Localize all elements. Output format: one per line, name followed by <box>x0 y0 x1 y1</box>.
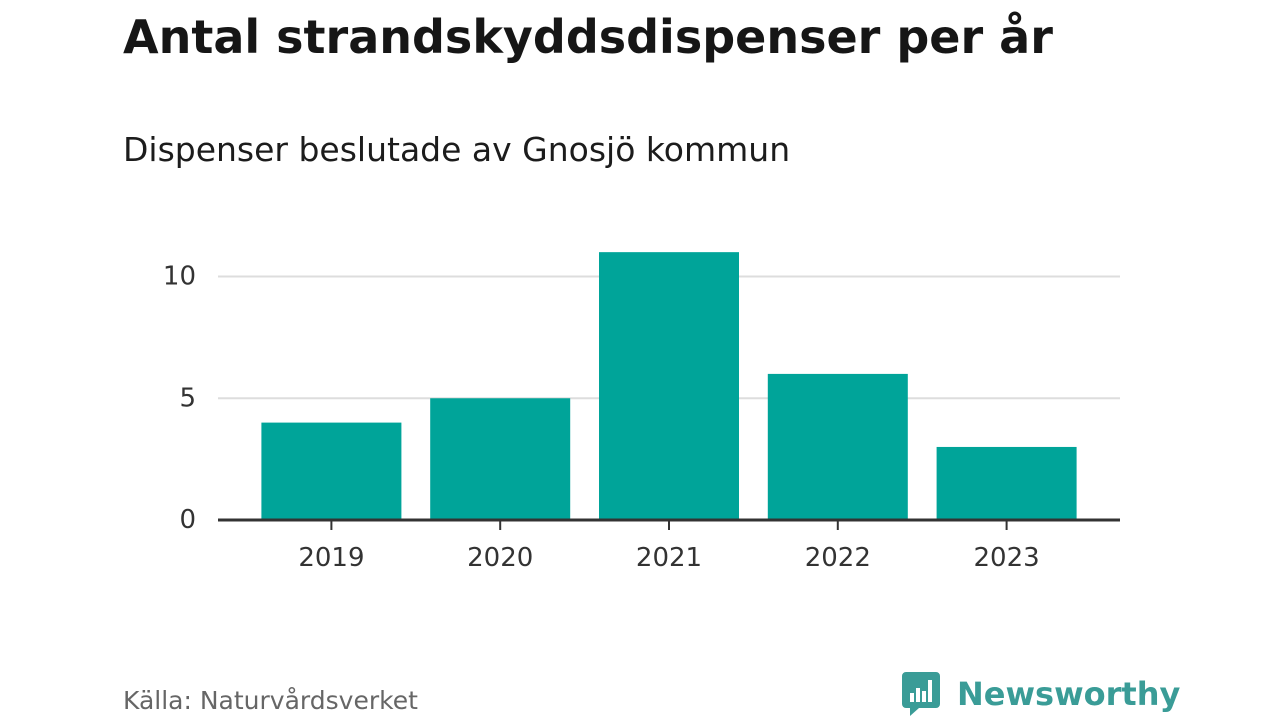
bars <box>261 252 1077 520</box>
y-tick-label: 0 <box>179 505 196 535</box>
chart-subtitle: Dispenser beslutade av Gnosjö kommun <box>123 130 791 169</box>
bar-2019 <box>261 422 402 520</box>
y-tick-label: 10 <box>163 262 196 292</box>
newsworthy-logo: Newsworthy <box>901 670 1180 718</box>
source-note: Källa: Naturvårdsverket <box>123 686 418 715</box>
axes: 0 5 10 2019 2020 2021 2022 2023 <box>163 262 1120 573</box>
bar-2021 <box>599 252 739 520</box>
x-tick-label: 2020 <box>467 543 533 573</box>
x-tick-label: 2021 <box>636 543 702 573</box>
bar-2022 <box>767 373 908 520</box>
bar-2020 <box>430 398 571 520</box>
chart-title: Antal strandskyddsdispenser per år <box>123 10 1053 64</box>
y-tick-label: 5 <box>179 383 196 413</box>
x-tick-label: 2022 <box>805 543 871 573</box>
bar-2023 <box>936 446 1077 520</box>
newsworthy-wordmark: Newsworthy <box>957 675 1181 713</box>
newsworthy-logo-icon <box>902 672 940 716</box>
x-tick-label: 2019 <box>298 543 364 573</box>
x-tick-label: 2023 <box>974 543 1040 573</box>
